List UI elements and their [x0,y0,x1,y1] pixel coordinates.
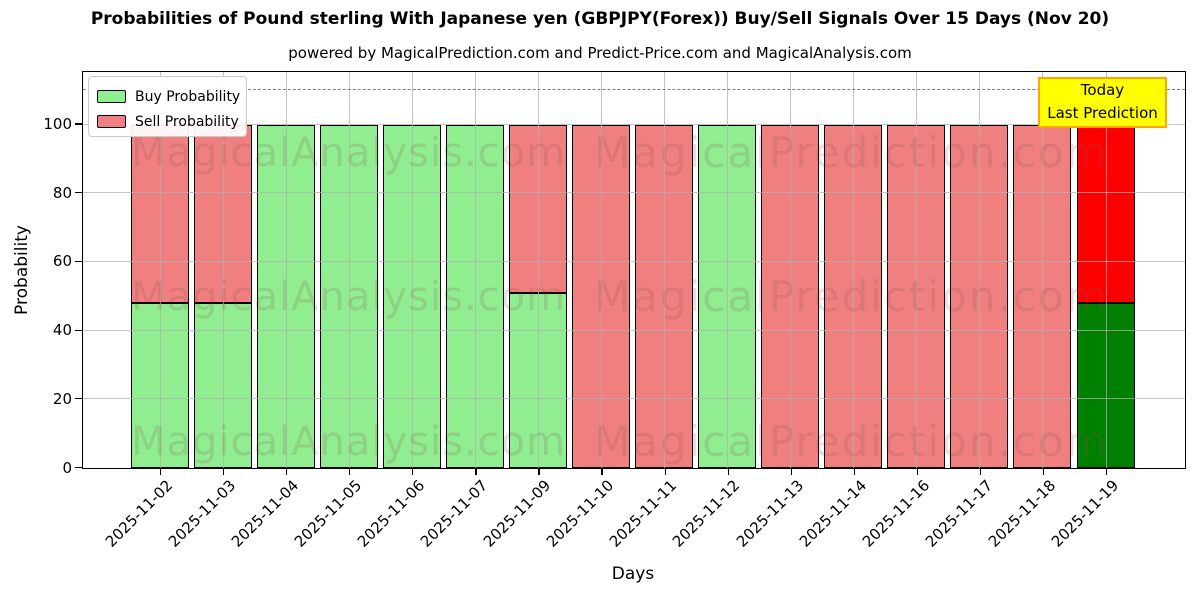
x-tick-mark [727,467,729,475]
y-tick-mark [75,260,82,262]
today-annotation-line2: Last Prediction [1047,104,1158,122]
y-axis-label: Probability [12,225,32,315]
x-tick-label: 2025-11-12 [669,475,744,551]
v-gridline [727,72,729,468]
x-tick-mark [1106,467,1108,475]
chart-title: Probabilities of Pound sterling With Jap… [90,9,1110,29]
y-tick-label: 0 [62,458,72,477]
v-gridline [916,72,918,468]
h-gridline-100 [83,123,1185,125]
v-gridline [790,72,792,468]
y-tick-label: 40 [52,321,72,340]
y-tick-mark [75,466,82,469]
legend-label-sell: Sell Probability [135,113,239,130]
dashed-threshold-line [83,89,1185,91]
v-gridline [664,72,666,468]
x-tick-label: 2025-11-17 [921,475,996,551]
today-annotation-line1: Today [1080,81,1125,99]
x-axis-label: Days [611,564,655,584]
v-gridline [222,72,224,468]
h-gridline-40 [83,329,1185,331]
x-tick-label: 2025-11-14 [795,475,870,551]
legend: Buy Probability Sell Probability [88,76,247,137]
x-tick-label: 2025-11-16 [858,475,933,551]
x-tick-mark [349,467,351,475]
v-gridline [474,72,476,468]
v-gridline [537,72,539,468]
v-gridline [853,72,855,468]
x-tick-mark [664,467,666,475]
v-gridline [411,72,413,468]
x-tick-mark [412,467,414,475]
y-tick-mark [75,123,82,125]
x-tick-mark [790,467,792,475]
x-tick-mark [475,467,477,475]
x-tick-mark [916,467,919,475]
x-tick-label: 2025-11-18 [984,475,1060,551]
buy-swatch-icon [97,90,126,103]
y-tick-mark [75,329,82,331]
y-tick-label: 20 [52,389,72,408]
x-tick-mark [979,467,982,475]
x-tick-mark [223,467,225,475]
x-tick-mark [160,467,162,475]
x-tick-mark [538,467,540,475]
sell-swatch-icon [97,115,126,128]
v-gridline [1105,72,1107,468]
x-tick-mark [853,467,855,475]
h-gridline-60 [83,260,1185,262]
v-gridline [348,72,350,468]
h-gridline-80 [83,192,1185,194]
chart-subtitle: powered by MagicalPrediction.com and Pre… [288,44,912,62]
v-gridline [159,72,161,468]
y-tick-label: 80 [52,183,72,202]
y-tick-label: 60 [52,252,72,271]
today-annotation: Today Last Prediction [1038,77,1167,128]
x-tick-label: 2025-11-02 [101,475,177,551]
legend-item-buy: Buy Probability [97,84,246,109]
legend-item-sell: Sell Probability [97,109,246,134]
x-tick-mark [286,467,288,475]
y-tick-mark [75,398,82,400]
plot-area: MagicalAnalysis.comMagicalPrediction.com… [82,71,1186,469]
v-gridline [1042,72,1044,468]
legend-label-buy: Buy Probability [135,88,241,105]
v-gridline [979,72,981,468]
x-tick-mark [1042,467,1045,475]
x-tick-mark [601,467,603,475]
x-tick-label: 2025-11-19 [1047,475,1123,551]
v-gridline [285,72,287,468]
y-tick-mark [75,192,82,194]
v-gridline [600,72,602,468]
x-tick-label: 2025-11-13 [732,475,807,551]
y-tick-label: 100 [43,115,72,134]
h-gridline-20 [83,398,1185,400]
